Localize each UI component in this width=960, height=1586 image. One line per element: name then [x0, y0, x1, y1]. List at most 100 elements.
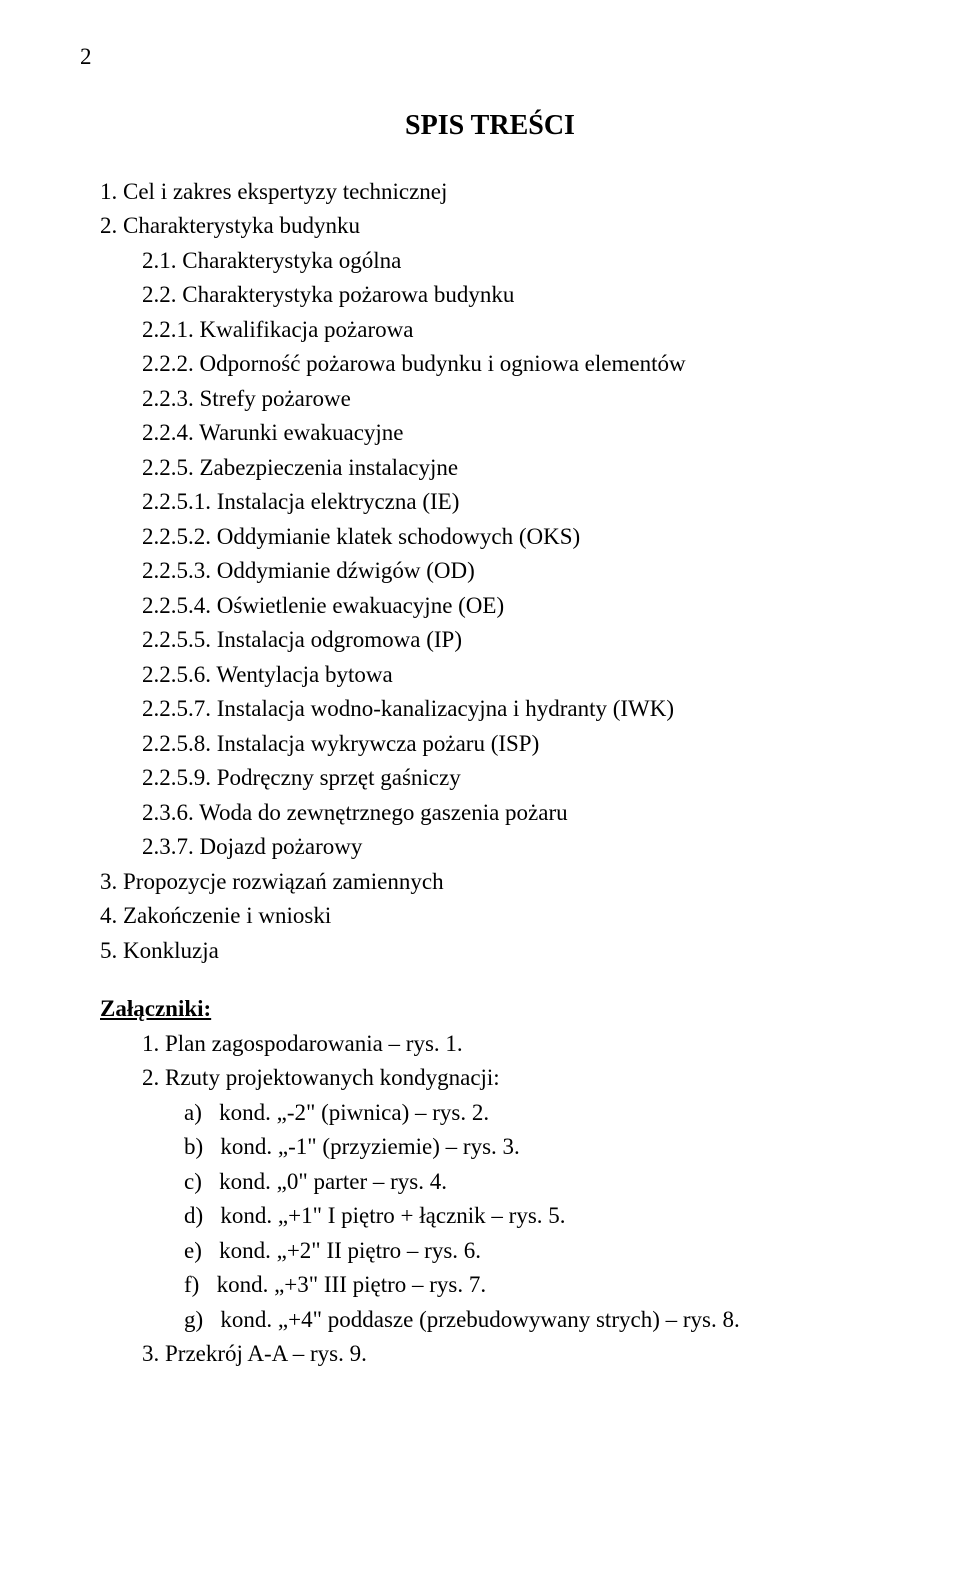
toc-text: Instalacja wodno-kanalizacyjna i hydrant…: [217, 696, 674, 721]
attachment-subitem: e) kond. „+2" II piętro – rys. 6.: [184, 1234, 880, 1269]
toc-text: Charakterystyka budynku: [123, 213, 360, 238]
toc-num: 1.: [100, 179, 117, 204]
toc-item: 2.3.7. Dojazd pożarowy: [100, 830, 880, 865]
toc-item: 2.1. Charakterystyka ogólna: [100, 244, 880, 279]
attachments-heading: Załączniki:: [100, 992, 880, 1027]
toc-num: 2.1.: [142, 248, 177, 273]
toc-text: Charakterystyka ogólna: [182, 248, 401, 273]
toc-item: 2.2.3. Strefy pożarowe: [100, 382, 880, 417]
toc-num: 2.2.5.4.: [142, 593, 211, 618]
toc-text: Woda do zewnętrznego gaszenia pożaru: [199, 800, 568, 825]
toc-item: 1. Cel i zakres ekspertyzy technicznej: [100, 175, 880, 210]
toc-item: 5. Konkluzja: [100, 934, 880, 969]
toc-num: 2.2.4.: [142, 420, 194, 445]
document-title: SPIS TREŚCI: [100, 105, 880, 147]
toc-item: 2.2.5.4. Oświetlenie ewakuacyjne (OE): [100, 589, 880, 624]
toc-text: Instalacja wykrywcza pożaru (ISP): [217, 731, 540, 756]
toc-num: 2.2.5.2.: [142, 524, 211, 549]
toc-item: 2.2.5.2. Oddymianie klatek schodowych (O…: [100, 520, 880, 555]
toc-item: 2.2.5.7. Instalacja wodno-kanalizacyjna …: [100, 692, 880, 727]
toc-num: 2.2.2.: [142, 351, 194, 376]
attachment-sub-num: c): [184, 1169, 202, 1194]
page-number: 2: [80, 40, 880, 75]
attachment-num: 2.: [142, 1065, 159, 1090]
toc-item: 2.2.5.5. Instalacja odgromowa (IP): [100, 623, 880, 658]
toc-text: Cel i zakres ekspertyzy technicznej: [123, 179, 447, 204]
attachment-text: Rzuty projektowanych kondygnacji:: [165, 1065, 500, 1090]
toc-item: 2.2.5.9. Podręczny sprzęt gaśniczy: [100, 761, 880, 796]
toc-item: 2.2.5.3. Oddymianie dźwigów (OD): [100, 554, 880, 589]
toc-text: Kwalifikacja pożarowa: [200, 317, 414, 342]
attachment-sub-text: kond. „0" parter – rys. 4.: [219, 1169, 447, 1194]
toc-item: 2.2.5.8. Instalacja wykrywcza pożaru (IS…: [100, 727, 880, 762]
toc-num: 2.: [100, 213, 117, 238]
toc-num: 2.2.3.: [142, 386, 194, 411]
attachment-item: 1. Plan zagospodarowania – rys. 1.: [142, 1027, 880, 1062]
toc-text: Konkluzja: [123, 938, 219, 963]
toc-num: 2.2.5.6.: [142, 662, 211, 687]
toc-item: 2.2.5.1. Instalacja elektryczna (IE): [100, 485, 880, 520]
toc-text: Strefy pożarowe: [200, 386, 351, 411]
toc-text: Propozycje rozwiązań zamiennych: [123, 869, 444, 894]
toc-num: 2.2.5.5.: [142, 627, 211, 652]
attachment-sub-text: kond. „+3" III piętro – rys. 7.: [217, 1272, 487, 1297]
toc-text: Podręczny sprzęt gaśniczy: [217, 765, 461, 790]
toc-num: 2.2.5.8.: [142, 731, 211, 756]
toc-text: Zabezpieczenia instalacyjne: [200, 455, 459, 480]
toc-num: 2.3.6.: [142, 800, 194, 825]
toc-text: Instalacja elektryczna (IE): [217, 489, 460, 514]
toc-text: Zakończenie i wnioski: [123, 903, 331, 928]
attachment-num: 3.: [142, 1341, 159, 1366]
toc-num: 2.2.5.: [142, 455, 194, 480]
toc-text: Oddymianie dźwigów (OD): [217, 558, 475, 583]
toc-item: 2.2.5.6. Wentylacja bytowa: [100, 658, 880, 693]
attachment-subitem: a) kond. „-2" (piwnica) – rys. 2.: [184, 1096, 880, 1131]
toc-list: 1. Cel i zakres ekspertyzy technicznej 2…: [100, 175, 880, 969]
attachments-after-list: 3. Przekrój A-A – rys. 9.: [100, 1337, 880, 1372]
attachment-sub-num: b): [184, 1134, 203, 1159]
attachment-item: 3. Przekrój A-A – rys. 9.: [142, 1337, 880, 1372]
toc-num: 2.2.1.: [142, 317, 194, 342]
toc-num: 3.: [100, 869, 117, 894]
toc-num: 4.: [100, 903, 117, 928]
toc-text: Oświetlenie ewakuacyjne (OE): [217, 593, 504, 618]
toc-item: 2. Charakterystyka budynku: [100, 209, 880, 244]
attachment-sub-text: kond. „-1" (przyziemie) – rys. 3.: [220, 1134, 519, 1159]
attachment-sub-text: kond. „+1" I piętro + łącznik – rys. 5.: [220, 1203, 565, 1228]
toc-item: 2.2.1. Kwalifikacja pożarowa: [100, 313, 880, 348]
toc-text: Wentylacja bytowa: [216, 662, 392, 687]
toc-num: 5.: [100, 938, 117, 963]
attachment-sub-text: kond. „+4" poddasze (przebudowywany stry…: [220, 1307, 739, 1332]
toc-text: Oddymianie klatek schodowych (OKS): [217, 524, 580, 549]
toc-item: 2.2.4. Warunki ewakuacyjne: [100, 416, 880, 451]
attachment-sub-num: g): [184, 1307, 203, 1332]
toc-text: Odporność pożarowa budynku i ogniowa ele…: [200, 351, 686, 376]
toc-text: Dojazd pożarowy: [200, 834, 363, 859]
attachments-sublist: a) kond. „-2" (piwnica) – rys. 2. b) kon…: [100, 1096, 880, 1338]
attachment-subitem: c) kond. „0" parter – rys. 4.: [184, 1165, 880, 1200]
toc-text: Charakterystyka pożarowa budynku: [182, 282, 514, 307]
toc-item: 3. Propozycje rozwiązań zamiennych: [100, 865, 880, 900]
attachment-subitem: d) kond. „+1" I piętro + łącznik – rys. …: [184, 1199, 880, 1234]
toc-num: 2.3.7.: [142, 834, 194, 859]
attachment-sub-num: a): [184, 1100, 202, 1125]
toc-num: 2.2.5.1.: [142, 489, 211, 514]
toc-text: Warunki ewakuacyjne: [199, 420, 403, 445]
toc-item: 2.3.6. Woda do zewnętrznego gaszenia poż…: [100, 796, 880, 831]
toc-num: 2.2.5.7.: [142, 696, 211, 721]
toc-item: 4. Zakończenie i wnioski: [100, 899, 880, 934]
attachment-sub-num: d): [184, 1203, 203, 1228]
toc-item: 2.2.2. Odporność pożarowa budynku i ogni…: [100, 347, 880, 382]
toc-num: 2.2.5.9.: [142, 765, 211, 790]
toc-num: 2.2.: [142, 282, 177, 307]
attachment-item: 2. Rzuty projektowanych kondygnacji:: [142, 1061, 880, 1096]
attachments-list: 1. Plan zagospodarowania – rys. 1. 2. Rz…: [100, 1027, 880, 1096]
attachment-subitem: g) kond. „+4" poddasze (przebudowywany s…: [184, 1303, 880, 1338]
toc-num: 2.2.5.3.: [142, 558, 211, 583]
attachment-sub-num: f): [184, 1272, 199, 1297]
toc-text: Instalacja odgromowa (IP): [217, 627, 462, 652]
attachment-subitem: b) kond. „-1" (przyziemie) – rys. 3.: [184, 1130, 880, 1165]
attachment-sub-text: kond. „+2" II piętro – rys. 6.: [219, 1238, 481, 1263]
attachment-num: 1.: [142, 1031, 159, 1056]
attachment-sub-num: e): [184, 1238, 202, 1263]
